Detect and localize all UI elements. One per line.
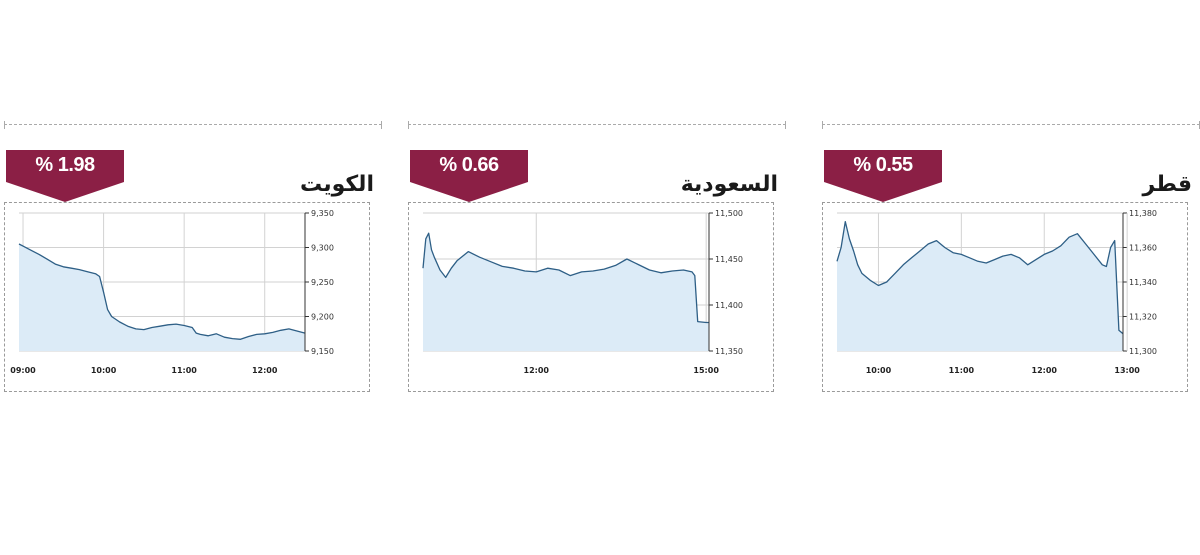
change-percent: % 0.66: [439, 154, 499, 176]
series-area: [423, 233, 709, 351]
x-tick-label: 10:00: [91, 366, 117, 375]
chart-frame: 11,380 11,360 11,340 11,320 11,300 10:00 11:00…: [822, 202, 1188, 392]
y-tick-label: 9,250: [311, 278, 334, 287]
change-percent: % 0.55: [853, 154, 913, 176]
change-badge: % 1.98: [6, 150, 124, 202]
qatar-chart: 11,380 11,360 11,340 11,320 11,300 10:00 11:00…: [836, 209, 1157, 375]
x-tick-label: 12:00: [252, 366, 278, 375]
y-tick-label: 9,200: [311, 313, 334, 322]
y-tick-label: 9,150: [311, 347, 334, 356]
y-tick-label: 11,340: [1129, 278, 1157, 287]
qatar-panel: % 0.55 قطر 11,380 11,360 11,340 11,320 11,30…: [822, 118, 1200, 398]
x-tick-label: 12:00: [1032, 366, 1058, 375]
panel-divider: [4, 121, 382, 129]
series-line: [18, 243, 306, 340]
change-percent: % 1.98: [35, 154, 95, 176]
x-tick-label: 10:00: [866, 366, 892, 375]
y-tick-label: 9,300: [311, 244, 334, 253]
series-area: [837, 221, 1123, 351]
y-tick-label: 11,400: [715, 301, 743, 310]
saudi-panel: % 0.66 السعودية 11,500 11,450 11,400 11,350…: [408, 118, 786, 398]
change-badge: % 0.66: [410, 150, 528, 202]
y-tick-label: 11,320: [1129, 313, 1157, 322]
y-tick-label: 11,360: [1129, 244, 1157, 253]
change-badge: % 0.55: [824, 150, 942, 202]
x-tick-label: 11:00: [949, 366, 975, 375]
panel-divider: [408, 121, 786, 129]
x-tick-label: 15:00: [693, 366, 719, 375]
kuwait-chart: 9,350 9,300 9,250 9,200 9,150 09:00 10:00 11:00…: [10, 209, 334, 375]
x-tick-label: 12:00: [524, 366, 550, 375]
market-title: قطر: [1142, 172, 1192, 197]
saudi-chart: 11,500 11,450 11,400 11,350 12:00 15:00: [422, 209, 743, 375]
y-tick-label: 11,500: [715, 209, 743, 218]
x-tick-label: 13:00: [1114, 366, 1140, 375]
y-tick-label: 11,380: [1129, 209, 1157, 218]
chart-frame: 11,500 11,450 11,400 11,350 12:00 15:00: [408, 202, 774, 392]
chart-frame: 9,350 9,300 9,250 9,200 9,150 09:00 10:00 11:00…: [4, 202, 370, 392]
series-line: [836, 220, 1124, 335]
y-tick-label: 11,300: [1129, 347, 1157, 356]
x-tick-label: 09:00: [10, 366, 36, 375]
y-tick-label: 9,350: [311, 209, 334, 218]
series-line: [422, 232, 709, 324]
kuwait-panel: % 1.98 الكويت 9,350 9,300 9,250 9,200 9,150 0…: [4, 118, 382, 398]
x-tick-label: 11:00: [171, 366, 197, 375]
market-title: السعودية: [680, 172, 778, 197]
y-tick-label: 11,350: [715, 347, 743, 356]
y-tick-label: 11,450: [715, 255, 743, 264]
series-area: [19, 244, 305, 351]
panel-divider: [822, 121, 1200, 129]
market-title: الكويت: [300, 172, 374, 197]
